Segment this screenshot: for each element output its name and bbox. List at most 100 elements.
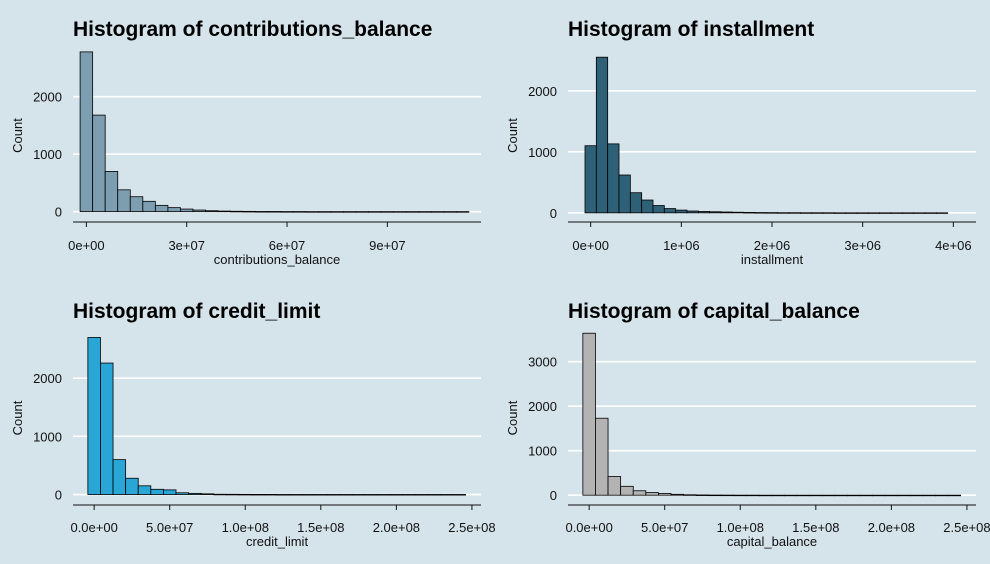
histogram-bar [167,207,181,213]
histogram-panel-4: Histogram of capital_balance 0.0e+00 5.0e+… [505,300,990,549]
histogram-bar [79,51,94,213]
histogram-bar [330,211,344,213]
x-tick-label: 2.5e+08 [448,520,495,535]
histogram-bar [125,477,139,495]
histogram-bar [632,490,647,496]
histogram-bar [731,211,745,214]
histogram-bar [213,493,227,496]
x-tick-label: 0e+00 [68,238,105,253]
histogram-bar [440,494,454,496]
histogram-bar [217,210,231,213]
x-tick-label: 1.0e+08 [222,520,269,535]
histogram-bar [192,209,206,213]
histogram-bar [901,212,915,214]
histogram-bar [629,192,643,214]
chart-title: Histogram of capital_balance [568,300,860,323]
histogram-bar [607,143,620,214]
x-tick-label: 2.0e+08 [868,520,915,535]
x-axis-title: contributions_balance [214,252,340,267]
histogram-bar [301,494,315,496]
histogram-bar [288,494,303,496]
histogram-bar [595,417,609,496]
histogram-bar [380,211,395,213]
x-tick-label: 9e+07 [369,238,406,253]
histogram-bar [263,494,278,496]
y-axis-title: Count [505,400,520,435]
histogram-bar [913,212,926,214]
histogram-bar [695,494,710,496]
y-tick-label: 0 [55,488,62,503]
histogram-bar [280,211,294,213]
histogram-bar [890,212,903,214]
histogram-bar [584,145,597,214]
histogram-bar [305,211,319,213]
histogram-bar [809,494,823,497]
histogram-bar [641,199,654,214]
histogram-bar [418,211,432,213]
x-tick-label: 0.0e+00 [70,520,117,535]
histogram-bar [859,494,873,497]
histogram-bar [777,212,790,214]
histogram-bar [117,189,131,213]
histogram-bar [743,212,756,214]
histogram-bar [788,212,801,214]
x-tick-label: 3e+07 [168,238,205,253]
histogram-bar [924,212,937,214]
chart-title: Histogram of credit_limit [73,300,320,323]
histogram-bar [607,476,622,496]
histogram-bar [326,494,341,496]
x-tick-label: 1.5e+08 [792,520,839,535]
histogram-bar [799,212,813,214]
histogram-bar [163,489,177,495]
histogram-bar [255,211,269,213]
histogram-bar [129,196,144,213]
histogram-bar [652,205,665,214]
x-tick-label: 5.0e+07 [146,520,193,535]
x-axis-title: credit_limit [246,534,309,549]
x-tick-label: 1.0e+08 [717,520,764,535]
histogram-bar [242,210,257,213]
histogram-bar [879,212,892,214]
histogram-bar [720,211,733,214]
histogram-bar [884,494,899,497]
histogram-bar [833,212,847,214]
histogram-bar [430,211,445,213]
x-tick-label: 1.5e+08 [297,520,344,535]
histogram-bar [389,494,404,496]
histogram-bar [276,494,290,496]
x-tick-label: 2.0e+08 [373,520,420,535]
histogram-bar [811,212,824,214]
histogram-bar [765,212,779,214]
y-tick-label: 1000 [528,145,557,160]
histogram-bar [414,494,429,496]
histogram-bar [618,174,631,214]
histogram-bar [709,211,722,214]
histogram-bar [754,212,767,214]
y-axis-title: Count [10,400,25,435]
histogram-bar [292,211,307,213]
x-axis-title: capital_balance [727,534,817,549]
histogram-bar [856,212,869,214]
histogram-bar [427,494,441,496]
histogram-bar [339,494,353,496]
histogram-bar [771,494,785,497]
histogram-bar [314,494,328,496]
histogram-bar [137,485,152,495]
histogram-bar [205,210,219,213]
histogram-panel-2: Histogram of installment 0e+00 1e+06 2e+06 3… [505,18,976,267]
histogram-bar [947,494,962,497]
histogram-bar [670,493,684,496]
x-tick-label: 0e+00 [572,238,609,253]
y-tick-label: 2000 [528,399,557,414]
x-axis-title: installment [741,252,804,267]
histogram-bar [377,494,391,496]
x-tick-label: 0.0e+00 [565,520,612,535]
x-tick-label: 2e+06 [754,238,791,253]
histogram-bar [355,211,369,213]
histogram-bar [343,211,357,213]
histogram-bar [821,494,836,497]
histogram-bar [645,492,659,496]
histogram-panel-3: Histogram of credit_limit 0.0e+00 5.0e+07 1… [10,300,496,549]
histogram-bar [663,208,677,214]
